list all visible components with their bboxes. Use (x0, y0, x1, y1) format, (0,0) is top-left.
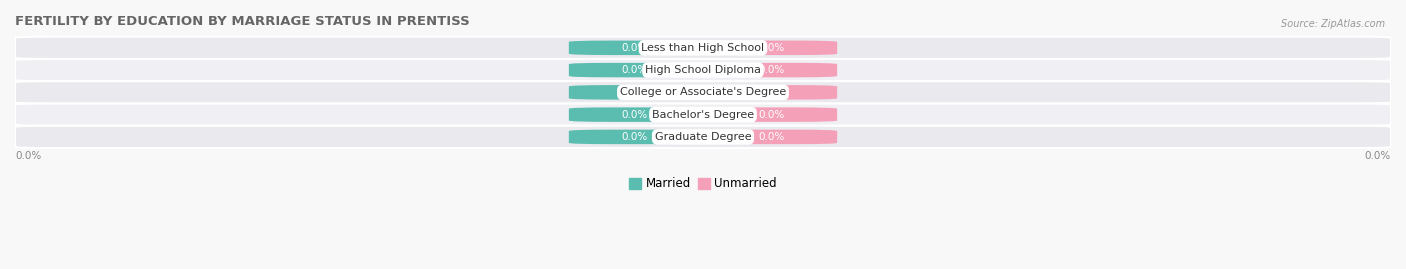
Text: 0.0%: 0.0% (621, 110, 647, 120)
Text: 0.0%: 0.0% (621, 43, 647, 53)
Text: 0.0%: 0.0% (621, 87, 647, 97)
FancyBboxPatch shape (569, 63, 700, 77)
FancyBboxPatch shape (15, 37, 1391, 59)
FancyBboxPatch shape (15, 59, 1391, 81)
FancyBboxPatch shape (15, 104, 1391, 126)
FancyBboxPatch shape (569, 85, 700, 100)
Text: 0.0%: 0.0% (621, 65, 647, 75)
FancyBboxPatch shape (569, 41, 700, 55)
Text: Less than High School: Less than High School (641, 43, 765, 53)
Text: College or Associate's Degree: College or Associate's Degree (620, 87, 786, 97)
Text: High School Diploma: High School Diploma (645, 65, 761, 75)
FancyBboxPatch shape (15, 126, 1391, 148)
FancyBboxPatch shape (15, 81, 1391, 104)
Text: FERTILITY BY EDUCATION BY MARRIAGE STATUS IN PRENTISS: FERTILITY BY EDUCATION BY MARRIAGE STATU… (15, 15, 470, 28)
FancyBboxPatch shape (569, 107, 700, 122)
Text: 0.0%: 0.0% (1365, 151, 1391, 161)
FancyBboxPatch shape (569, 130, 700, 144)
Text: 0.0%: 0.0% (759, 110, 785, 120)
Text: Source: ZipAtlas.com: Source: ZipAtlas.com (1281, 19, 1385, 29)
Text: 0.0%: 0.0% (759, 87, 785, 97)
Text: 0.0%: 0.0% (621, 132, 647, 142)
Text: 0.0%: 0.0% (759, 43, 785, 53)
Text: 0.0%: 0.0% (759, 132, 785, 142)
Legend: Married, Unmarried: Married, Unmarried (624, 173, 782, 195)
FancyBboxPatch shape (706, 41, 837, 55)
Text: Bachelor's Degree: Bachelor's Degree (652, 110, 754, 120)
Text: 0.0%: 0.0% (15, 151, 41, 161)
FancyBboxPatch shape (706, 63, 837, 77)
FancyBboxPatch shape (706, 130, 837, 144)
Text: Graduate Degree: Graduate Degree (655, 132, 751, 142)
FancyBboxPatch shape (706, 85, 837, 100)
FancyBboxPatch shape (706, 107, 837, 122)
Text: 0.0%: 0.0% (759, 65, 785, 75)
